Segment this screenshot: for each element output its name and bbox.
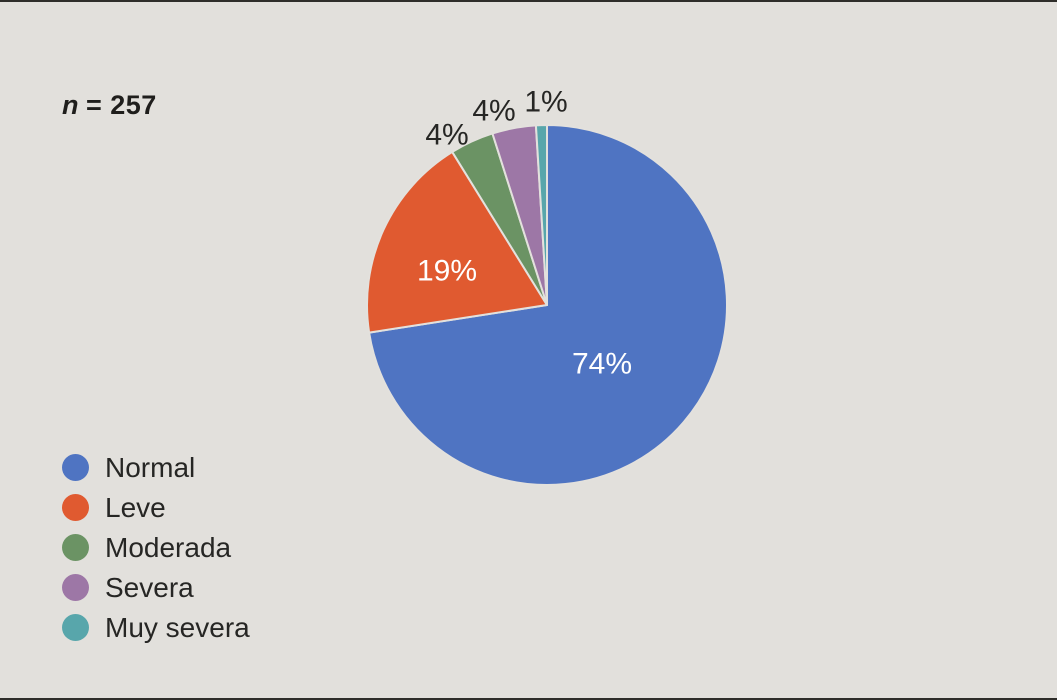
legend-item-severa: Severa (62, 571, 250, 603)
pie-slice-muy-severa (534, 123, 548, 306)
legend-label-normal: Normal (105, 451, 196, 483)
legend-swatch-moderada (62, 534, 89, 561)
legend-label-leve: Leve (105, 491, 166, 523)
pie-label-moderada: 4% (425, 119, 468, 152)
legend: Normal Leve Moderada Severa Muy severa (62, 451, 250, 643)
legend-label-muy-severa: Muy severa (105, 611, 250, 643)
n-value: = 257 (86, 90, 157, 120)
legend-item-leve: Leve (62, 491, 250, 523)
legend-label-severa: Severa (105, 571, 194, 603)
legend-label-moderada: Moderada (105, 531, 232, 563)
legend-item-normal: Normal (62, 451, 250, 483)
n-symbol: n (62, 90, 79, 120)
legend-swatch-normal (62, 454, 89, 481)
pie-label-muy-severa: 1% (524, 86, 567, 119)
pie-label-severa: 4% (472, 95, 515, 128)
legend-swatch-leve (62, 494, 89, 521)
pie-slice-normal (368, 124, 728, 486)
legend-swatch-severa (62, 574, 89, 601)
pie-label-normal: 74% (572, 348, 632, 381)
sample-size-annotation: n = 257 (62, 90, 157, 121)
pie-label-leve: 19% (417, 255, 477, 288)
legend-item-moderada: Moderada (62, 531, 250, 563)
pie-slice-leve (366, 150, 548, 334)
legend-item-muy-severa: Muy severa (62, 611, 250, 643)
legend-swatch-muy-severa (62, 614, 89, 641)
